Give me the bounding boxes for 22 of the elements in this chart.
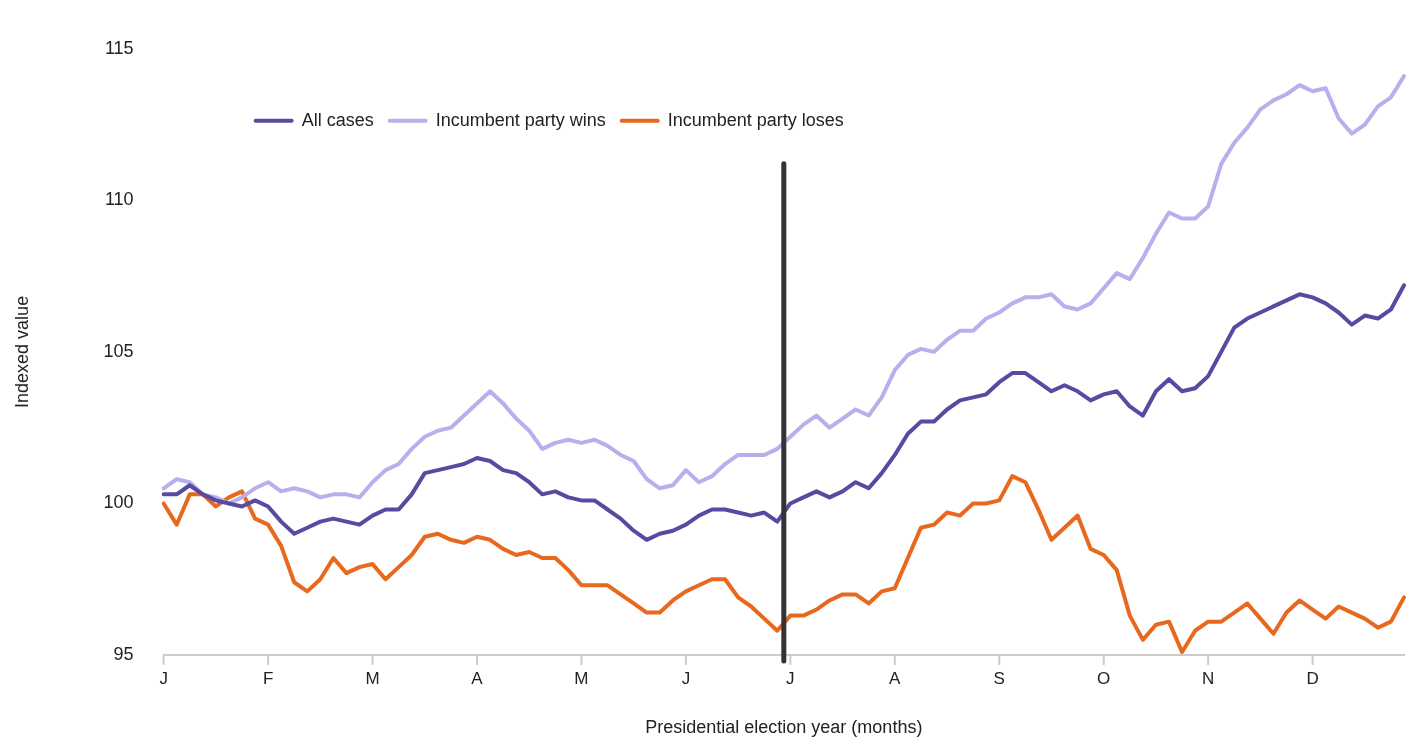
legend-label: All cases — [301, 109, 374, 130]
x-tick-label: A — [471, 668, 484, 688]
x-tick-label: O — [1097, 668, 1111, 688]
y-tick-label: 100 — [103, 492, 134, 513]
x-axis-title: Presidential election year (months) — [645, 717, 923, 738]
y-tick-label: 115 — [104, 37, 134, 58]
y-tick-label: 110 — [104, 189, 134, 210]
legend-label: Incumbent party loses — [667, 109, 844, 130]
x-tick-label: M — [574, 668, 589, 688]
y-tick-label: 105 — [103, 340, 134, 361]
x-tick-label: J — [159, 668, 168, 688]
x-tick-label: D — [1306, 668, 1319, 688]
y-axis-title: Indexed value — [11, 295, 32, 408]
x-tick-label: N — [1202, 668, 1215, 688]
legend-label: Incumbent party wins — [435, 109, 606, 130]
x-tick-label: J — [681, 668, 691, 688]
x-tick-label: M — [365, 668, 380, 688]
x-tick-label: J — [786, 668, 795, 688]
y-tick-label: 95 — [113, 643, 134, 664]
x-tick-label: F — [262, 668, 274, 688]
x-tick-label: S — [993, 668, 1005, 688]
x-tick-label: A — [889, 668, 902, 688]
